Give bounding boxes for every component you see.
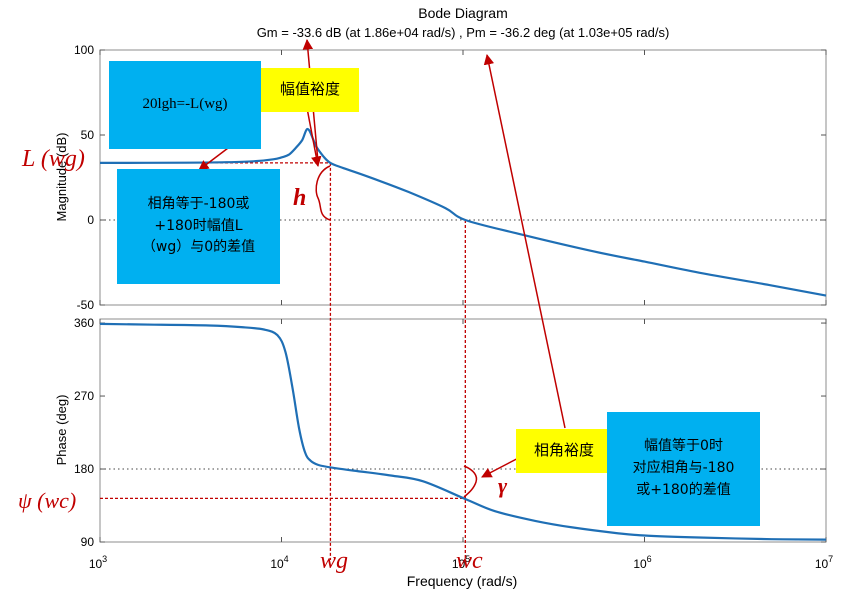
gain-margin-desc: 相角等于-180或 +180时幅值L （wg）与0的差值	[117, 169, 280, 284]
x-tick-exponent: 7	[828, 554, 833, 564]
phase-y-tick-label: 90	[81, 535, 95, 549]
magnitude-y-tick-label: 50	[81, 128, 95, 142]
magnitude-y-tick-label: -50	[77, 298, 95, 312]
gain-margin-title: 幅值裕度	[261, 68, 359, 112]
x-tick-label: 103	[89, 554, 107, 571]
phase-margin-title: 相角裕度	[516, 429, 612, 473]
magnitude-axis-label: Magnitude (dB)	[54, 133, 69, 222]
math-callout: 20lgh=-L(wg)	[109, 61, 261, 149]
x-tick-label: 106	[633, 554, 651, 571]
frequency-axis-label: Frequency (rad/s)	[407, 573, 517, 589]
x-tick-exponent: 5	[465, 554, 470, 564]
wc-label: wc	[456, 548, 483, 574]
h-label: h	[293, 185, 306, 211]
psi-wc-label: ψ (wc)	[18, 488, 76, 513]
x-tick-exponent: 4	[284, 554, 289, 564]
x-tick-label: 107	[815, 554, 833, 571]
h-brace	[315, 165, 331, 221]
grid-lines	[99, 49, 827, 543]
arrow-to-h	[306, 107, 322, 168]
x-tick-exponent: 3	[102, 554, 107, 564]
wg-label: wg	[320, 548, 348, 574]
gamma-brace	[463, 465, 478, 498]
gamma-label: γ	[498, 473, 508, 498]
x-tick-label: 104	[270, 554, 288, 571]
chart-title: Bode Diagram	[418, 5, 508, 21]
bode-curves	[99, 128, 827, 541]
phase-margin-desc: 幅值等于0时 对应相角与-180 或+180的差值	[607, 412, 760, 526]
magnitude-curve	[99, 128, 827, 297]
phase-y-tick-label: 180	[74, 462, 94, 476]
arrow-to-subtitle-pm	[483, 53, 566, 429]
L-wg-label: L (wg)	[21, 146, 85, 172]
chart-subtitle: Gm = -33.6 dB (at 1.86e+04 rad/s) , Pm =…	[257, 25, 670, 40]
phase-axis-label: Phase (deg)	[54, 395, 69, 466]
magnitude-y-tick-label: 0	[87, 213, 94, 227]
phase-curve	[99, 322, 827, 541]
x-tick-exponent: 6	[647, 554, 652, 564]
phase-y-tick-label: 270	[74, 389, 94, 403]
phase-y-tick-label: 360	[74, 316, 94, 330]
magnitude-y-tick-label: 100	[74, 43, 94, 57]
